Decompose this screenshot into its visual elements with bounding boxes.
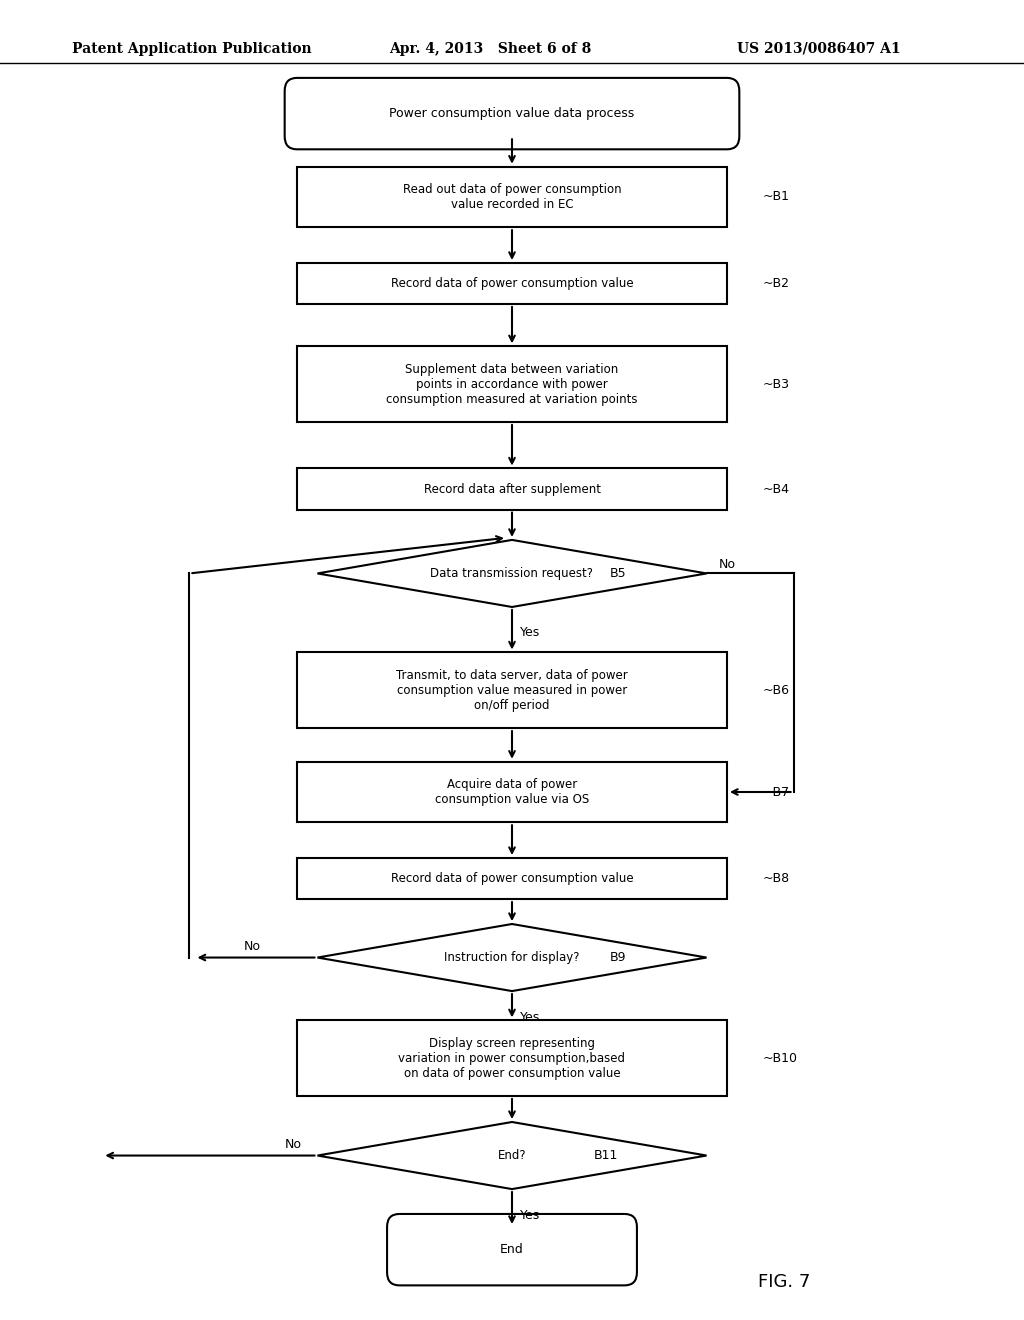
FancyBboxPatch shape: [297, 263, 727, 304]
Text: Yes: Yes: [520, 1209, 541, 1221]
Text: Read out data of power consumption
value recorded in EC: Read out data of power consumption value…: [402, 183, 622, 211]
FancyBboxPatch shape: [297, 469, 727, 510]
Text: Record data of power consumption value: Record data of power consumption value: [391, 873, 633, 884]
Text: Yes: Yes: [520, 627, 541, 639]
Polygon shape: [317, 1122, 707, 1189]
Text: ~B6: ~B6: [763, 684, 790, 697]
FancyBboxPatch shape: [297, 762, 727, 822]
Text: Data transmission request?: Data transmission request?: [430, 568, 594, 579]
Text: Record data of power consumption value: Record data of power consumption value: [391, 277, 633, 290]
Text: Transmit, to data server, data of power
consumption value measured in power
on/o: Transmit, to data server, data of power …: [396, 669, 628, 711]
FancyBboxPatch shape: [297, 652, 727, 729]
Text: No: No: [285, 1138, 302, 1151]
FancyBboxPatch shape: [285, 78, 739, 149]
FancyBboxPatch shape: [297, 1020, 727, 1096]
Text: No: No: [719, 558, 736, 572]
Text: ~B10: ~B10: [763, 1052, 798, 1065]
Text: End: End: [500, 1243, 524, 1257]
Text: ~B7: ~B7: [763, 785, 790, 799]
Text: ~B8: ~B8: [763, 873, 790, 884]
Text: Patent Application Publication: Patent Application Publication: [72, 42, 311, 55]
Polygon shape: [317, 540, 707, 607]
Text: Yes: Yes: [520, 1011, 541, 1023]
Polygon shape: [317, 924, 707, 991]
Text: End?: End?: [498, 1148, 526, 1162]
Text: Record data after supplement: Record data after supplement: [424, 483, 600, 495]
Text: No: No: [244, 940, 261, 953]
Text: FIG. 7: FIG. 7: [758, 1272, 810, 1291]
Text: B11: B11: [594, 1148, 618, 1162]
FancyBboxPatch shape: [387, 1214, 637, 1286]
Text: B9: B9: [609, 950, 626, 964]
FancyBboxPatch shape: [297, 858, 727, 899]
Text: B5: B5: [609, 568, 626, 579]
FancyBboxPatch shape: [297, 346, 727, 422]
Text: Supplement data between variation
points in accordance with power
consumption me: Supplement data between variation points…: [386, 363, 638, 405]
Text: Power consumption value data process: Power consumption value data process: [389, 107, 635, 120]
Text: ~B1: ~B1: [763, 190, 790, 203]
Text: Display screen representing
variation in power consumption,based
on data of powe: Display screen representing variation in…: [398, 1036, 626, 1080]
Text: Apr. 4, 2013   Sheet 6 of 8: Apr. 4, 2013 Sheet 6 of 8: [389, 42, 592, 55]
Text: ~B4: ~B4: [763, 483, 790, 495]
Text: ~B2: ~B2: [763, 277, 790, 290]
Text: Instruction for display?: Instruction for display?: [444, 950, 580, 964]
Text: ~B3: ~B3: [763, 378, 790, 391]
FancyBboxPatch shape: [297, 166, 727, 227]
Text: Acquire data of power
consumption value via OS: Acquire data of power consumption value …: [435, 777, 589, 807]
Text: US 2013/0086407 A1: US 2013/0086407 A1: [737, 42, 901, 55]
